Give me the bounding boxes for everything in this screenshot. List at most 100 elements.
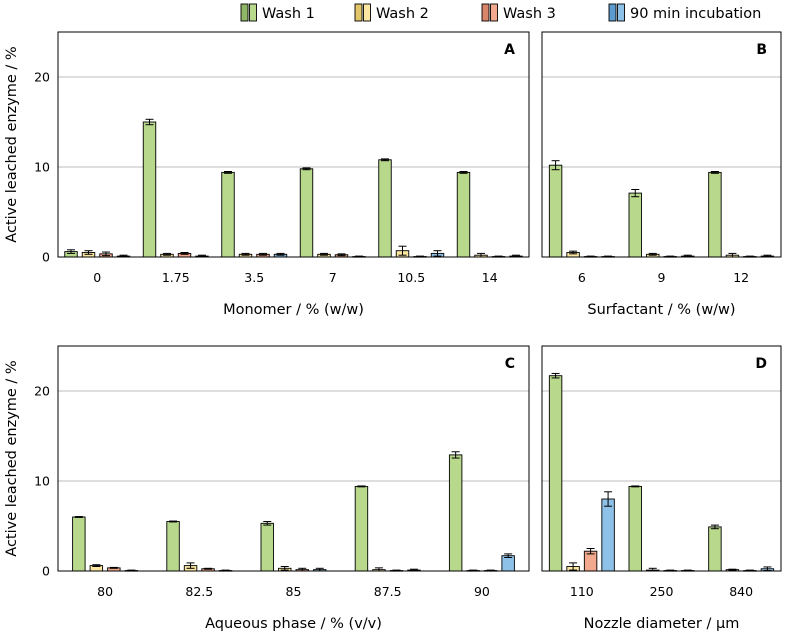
error-bar	[604, 491, 613, 507]
error-bar	[551, 372, 560, 379]
x-tick-label: 1.75	[162, 270, 190, 285]
bar-group-85	[260, 521, 327, 572]
x-tick-label: 85	[286, 584, 302, 599]
legend-label: Wash 1	[262, 6, 315, 22]
legend-item-wash-1: Wash 1	[240, 3, 315, 22]
bar-wash-1	[221, 171, 235, 258]
legend-swatch-dark	[354, 3, 363, 22]
legend-swatch-light	[249, 3, 257, 22]
y-tick-label: 0	[42, 250, 50, 265]
error-bar	[102, 251, 110, 257]
legend-item-90-min-incubation: 90 min incubation	[608, 3, 761, 22]
x-tick-label: 10.5	[397, 270, 425, 285]
bar-wash-1	[548, 164, 563, 258]
error-bar	[186, 562, 195, 569]
error-bar	[204, 567, 213, 570]
error-bar	[569, 562, 578, 571]
bar-wash-1	[456, 171, 471, 258]
bar-group-840	[708, 524, 775, 572]
x-tick-label: 87.5	[374, 584, 402, 599]
error-bar	[67, 249, 75, 254]
legend-item-wash-3: Wash 3	[481, 3, 556, 22]
error-bar	[648, 252, 657, 256]
error-bar	[145, 118, 154, 126]
y-axis-label-1: Active leached enzyme / %	[4, 46, 20, 242]
panel-c: 0 10 20 80 82.5 85 87.5 90 C Aqueous phase / % (v…	[34, 345, 530, 632]
x-tick-label: 12	[733, 270, 749, 285]
y-tick-label: 0	[42, 564, 50, 579]
error-bar	[357, 485, 366, 488]
x-tick-label: 9	[658, 270, 666, 285]
bar-wash-1	[708, 171, 722, 258]
error-bar	[451, 451, 460, 459]
legend-label: Wash 3	[503, 6, 556, 22]
bar-group-6	[548, 160, 615, 258]
legend-item-wash-2: Wash 2	[354, 3, 429, 22]
bar-90-min-incubation	[601, 498, 615, 572]
bar-group-90	[448, 451, 515, 572]
error-bar	[569, 250, 578, 255]
y-tick-label: 10	[34, 474, 50, 489]
panel-d: 110 250 840 D Nozzle diameter / µm	[541, 345, 782, 632]
legend-label: 90 min incubation	[630, 6, 761, 22]
error-bar	[710, 171, 719, 174]
x-tick-label: 6	[578, 270, 586, 285]
error-bar	[320, 252, 328, 256]
legend-label: Wash 2	[376, 6, 429, 22]
error-bar	[180, 252, 189, 255]
legend-swatch-light	[617, 3, 625, 22]
error-bar	[280, 566, 289, 571]
x-tick-label: 840	[729, 584, 753, 599]
x-tick-label: 3.5	[244, 270, 264, 285]
y-axis-label-2: Active leached enzyme / %	[4, 360, 20, 556]
error-bar	[259, 252, 267, 256]
error-bar	[241, 252, 250, 256]
x-tick-label: 90	[474, 584, 490, 599]
bar-wash-1	[628, 192, 642, 258]
x-tick-label: 0	[93, 270, 101, 285]
bar-wash-1	[72, 516, 86, 572]
panel-a: 0 10 20 0 1.75 3.5 7 10.5 14 A Monomer / % (w/w)	[34, 31, 530, 318]
error-bar	[631, 485, 640, 488]
error-bar	[169, 520, 178, 523]
error-bar	[337, 253, 346, 257]
x-tick-label: 14	[482, 270, 498, 285]
x-axis-label: Surfactant / % (w/w)	[587, 302, 735, 318]
panel-letter: B	[756, 42, 767, 58]
error-bar	[163, 252, 171, 256]
error-bar	[74, 516, 83, 518]
bar-wash-1	[166, 521, 180, 572]
y-tick-label: 10	[34, 160, 50, 175]
error-bar	[92, 564, 101, 567]
error-bar	[728, 568, 737, 571]
panel-letter: C	[505, 356, 515, 372]
bar-group-82-5	[166, 520, 233, 572]
error-bar	[586, 548, 595, 555]
error-bar	[224, 171, 232, 174]
error-bar	[631, 189, 640, 198]
bar-group-12	[708, 171, 775, 258]
error-bar	[381, 158, 389, 162]
legend-swatch-dark	[608, 3, 617, 22]
bar-group-7	[299, 167, 366, 258]
bar-group-0	[64, 249, 131, 258]
bar-group-250	[628, 485, 695, 572]
panel-letter: A	[504, 42, 515, 58]
y-tick-label: 20	[34, 384, 50, 399]
panel-b: 6 9 12 B Surfactant / % (w/w)	[541, 31, 782, 318]
legend-swatch-dark	[240, 3, 249, 22]
bar-wash-1	[548, 375, 563, 572]
legend-swatch-dark	[481, 3, 490, 22]
bar-wash-1	[142, 121, 157, 258]
bar-group-14	[456, 171, 523, 258]
x-tick-label: 250	[650, 584, 674, 599]
error-bar	[302, 167, 311, 171]
x-axis-label: Aqueous phase / % (v/v)	[205, 616, 382, 632]
error-bar	[276, 252, 285, 256]
error-bar	[459, 171, 468, 174]
bar-group-10-5	[378, 158, 445, 258]
panel-letter: D	[755, 356, 767, 372]
plot-frame	[541, 345, 782, 572]
plot-frame	[57, 31, 530, 258]
